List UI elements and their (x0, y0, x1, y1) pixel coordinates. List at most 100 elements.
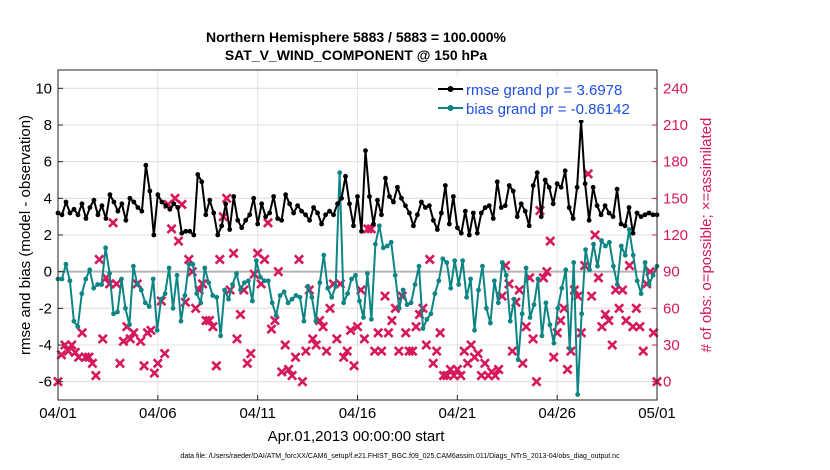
rmse-point (151, 232, 157, 238)
bias-point (484, 305, 489, 311)
bias-point (535, 276, 541, 282)
rmse-point (395, 184, 400, 190)
obs-count-marker (507, 346, 518, 357)
bias-point (626, 227, 632, 232)
obs-count-marker (352, 321, 363, 332)
rmse-point (438, 210, 444, 216)
rmse-point (343, 173, 348, 179)
obs-count-marker (214, 254, 225, 265)
obs-count-marker (476, 370, 487, 381)
y-tick-label: -4 (39, 337, 52, 354)
rmse-point (363, 148, 368, 154)
rmse-point (454, 225, 460, 231)
rmse-point (339, 195, 344, 201)
bias-point (253, 258, 259, 264)
bias-point (234, 271, 239, 276)
x-tick-label: 04/06 (139, 405, 177, 422)
obs-count-marker (114, 358, 126, 369)
rmse-point (538, 214, 544, 220)
y-axis-label: rmse and bias (model - observation) (17, 115, 34, 355)
obs-count-marker (290, 352, 301, 363)
rmse-point (331, 212, 336, 218)
bias-point (95, 282, 101, 287)
bias-point (214, 294, 220, 300)
obs-count-marker (452, 364, 463, 375)
rmse-point (578, 118, 584, 124)
rmse-point (415, 212, 420, 218)
y-tick-label: 0 (44, 264, 52, 281)
bias-point (246, 278, 251, 284)
bias-point (269, 300, 275, 306)
rmse-point (71, 206, 77, 212)
bias-point (305, 283, 311, 289)
bias-point (591, 241, 596, 247)
rmse-point (550, 201, 556, 207)
bias-point (384, 243, 390, 249)
obs-count-marker (139, 360, 150, 371)
obs-count-marker (324, 303, 335, 314)
rmse-series (55, 118, 660, 238)
obs-count-marker (345, 325, 356, 336)
rmse-point (251, 195, 257, 201)
bias-point (448, 285, 454, 291)
rmse-point (446, 221, 452, 227)
bias-point (103, 245, 109, 251)
bias-point (416, 263, 422, 269)
obs-count-marker (262, 217, 274, 228)
bias-point (321, 252, 327, 258)
obs-count-marker (293, 254, 305, 265)
rmse-point (534, 170, 540, 176)
y2-tick-label: 240 (663, 80, 688, 97)
x-tick-label: 04/01 (39, 405, 77, 422)
obs-count-marker (331, 333, 342, 344)
obs-count-marker (242, 358, 253, 369)
bias-point (503, 272, 509, 278)
rmse-point (103, 216, 109, 221)
obs-count-marker (128, 327, 139, 338)
bias-point (341, 300, 347, 306)
bias-point (472, 327, 477, 333)
rmse-point (299, 208, 304, 214)
rmse-point (442, 183, 448, 188)
bias-point (468, 276, 473, 282)
rmse-point (351, 223, 356, 229)
bias-point (178, 318, 184, 324)
rmse-point (119, 201, 125, 207)
bias-point (265, 278, 271, 284)
rmse-point (131, 199, 137, 205)
bias-point (182, 293, 188, 298)
obs-count-marker (231, 333, 243, 344)
y-axis-right: 0 30 60 90 120 150 180 210 240 (652, 80, 688, 391)
rmse-point (295, 203, 300, 209)
obs-count-marker (307, 333, 318, 344)
rmse-point (347, 201, 352, 207)
rmse-point (263, 214, 269, 220)
obs-count-marker (318, 321, 329, 332)
obs-count-marker (638, 346, 649, 357)
bias-line (58, 171, 658, 396)
rmse-point (155, 192, 161, 198)
rmse-point (171, 201, 177, 207)
rmse-point (594, 203, 600, 209)
rmse-point (450, 194, 456, 199)
chart-title: Northern Hemisphere 5883 / 5883 = 100.00… (206, 29, 507, 45)
bias-point (603, 243, 608, 249)
obs-count-marker (600, 309, 611, 320)
bias-point (325, 285, 331, 291)
bias-point (495, 300, 501, 306)
rmse-point (387, 194, 392, 199)
rmse-point (207, 197, 213, 203)
obs-count-marker (166, 223, 177, 234)
bias-point (115, 309, 120, 315)
rmse-point (231, 194, 237, 199)
obs-count-marker (90, 370, 101, 381)
obs-count-marker (207, 321, 218, 332)
bias-point (75, 324, 81, 330)
rmse-point (87, 205, 93, 210)
obs-count-marker (424, 254, 435, 265)
obs-count-marker (190, 303, 201, 314)
obs-count-marker (366, 223, 377, 234)
bias-point (313, 318, 319, 324)
rmse-point (470, 210, 476, 216)
